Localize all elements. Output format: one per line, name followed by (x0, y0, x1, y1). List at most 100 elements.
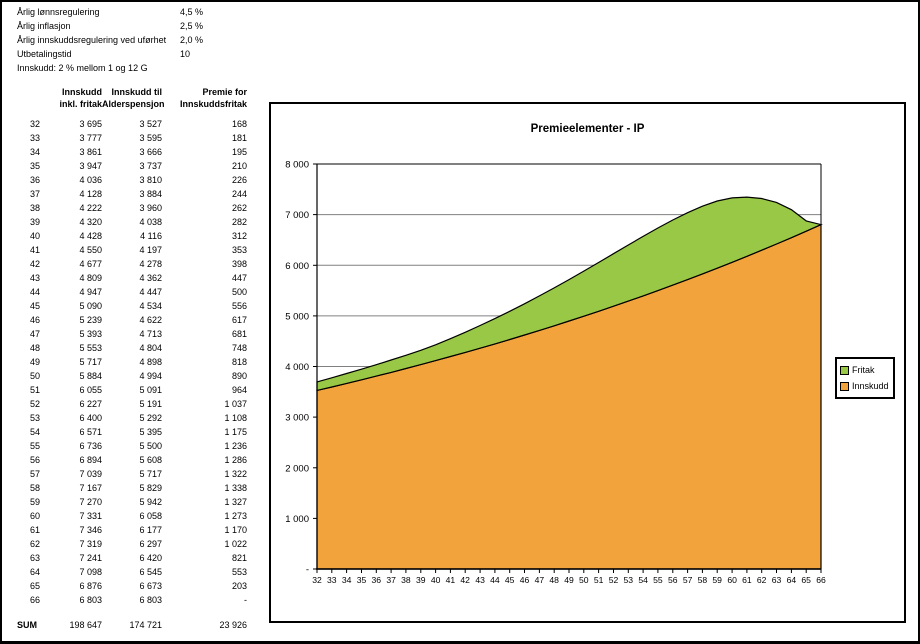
table-cell: 244 (231, 189, 247, 199)
sum-label: SUM (17, 620, 37, 630)
table-body: 32 3 695 3 527 168 33 3 777 3 595 181 34 3 861 3 6… (2, 117, 247, 607)
svg-text:1 000: 1 000 (285, 514, 309, 525)
table-cell: 3 947 (79, 161, 102, 171)
table-cell: 47 (29, 329, 40, 339)
svg-text:46: 46 (520, 575, 530, 585)
svg-text:63: 63 (772, 575, 782, 585)
table-cell: 64 (29, 567, 40, 577)
table-cell: 3 810 (139, 175, 162, 185)
table-row: 65 6 876 6 673 203 (2, 579, 247, 593)
table-cell: 6 876 (79, 581, 102, 591)
sum-innskudd-til-alderspensjon: 174 721 (129, 620, 162, 630)
table-cell: 3 884 (139, 189, 162, 199)
table-cell: 3 777 (79, 133, 102, 143)
table-row: 49 5 717 4 898 818 (2, 355, 247, 369)
svg-text:37: 37 (386, 575, 396, 585)
table-cell: 1 170 (224, 525, 247, 535)
table-cell: 210 (231, 161, 247, 171)
svg-text:53: 53 (624, 575, 634, 585)
svg-text:40: 40 (431, 575, 441, 585)
table-cell: 32 (29, 119, 40, 129)
table-cell: 7 346 (79, 525, 102, 535)
table-row: 43 4 809 4 362 447 (2, 271, 247, 285)
table-cell: 447 (231, 273, 247, 283)
table-cell: 4 222 (79, 203, 102, 213)
table-cell: 1 037 (224, 399, 247, 409)
table-cell: 34 (29, 147, 40, 157)
parameter-label: Utbetalingstid (17, 49, 72, 59)
parameter-label: Årlig innskuddsregulering ved uførhet (17, 35, 167, 45)
table-cell: 56 (29, 455, 40, 465)
innskudd-swatch-icon (840, 381, 849, 391)
table-cell: 4 362 (139, 273, 162, 283)
parameter-label: Årlig inflasjon (17, 21, 71, 31)
svg-text:43: 43 (475, 575, 485, 585)
table-cell: 7 319 (79, 539, 102, 549)
svg-text:42: 42 (460, 575, 470, 585)
table-cell: 60 (29, 511, 40, 521)
table-row: 36 4 036 3 810 226 (2, 173, 247, 187)
table-row: 34 3 861 3 666 195 (2, 145, 247, 159)
table-row: 51 6 055 5 091 964 (2, 383, 247, 397)
table-cell: 5 090 (79, 301, 102, 311)
table-row: 53 6 400 5 292 1 108 (2, 411, 247, 425)
svg-text:32: 32 (312, 575, 322, 585)
table-cell: 282 (231, 217, 247, 227)
table-row: 45 5 090 4 534 556 (2, 299, 247, 313)
table-cell: 262 (231, 203, 247, 213)
table-cell: 1 022 (224, 539, 247, 549)
table-cell: 748 (231, 343, 247, 353)
table-cell: 36 (29, 175, 40, 185)
table-cell: 43 (29, 273, 40, 283)
table-cell: 53 (29, 413, 40, 423)
svg-text:58: 58 (698, 575, 708, 585)
table-row: 39 4 320 4 038 282 (2, 215, 247, 229)
table-cell: 553 (231, 567, 247, 577)
table-cell: 1 108 (224, 413, 247, 423)
parameter-value (180, 61, 240, 75)
svg-text:51: 51 (594, 575, 604, 585)
table-row: 41 4 550 4 197 353 (2, 243, 247, 257)
table-cell: 6 055 (79, 385, 102, 395)
table-cell: 4 898 (139, 357, 162, 367)
parameter-row: Årlig innskuddsregulering ved uførhet 2,… (17, 33, 240, 47)
parameter-value: 2,5 % (180, 21, 204, 31)
table-cell: 203 (231, 581, 247, 591)
table-row: 64 7 098 6 545 553 (2, 565, 247, 579)
table-cell: 5 191 (139, 399, 162, 409)
table-cell: 48 (29, 343, 40, 353)
table-row: 37 4 128 3 884 244 (2, 187, 247, 201)
table-cell: 818 (231, 357, 247, 367)
svg-text:65: 65 (801, 575, 811, 585)
svg-text:61: 61 (742, 575, 752, 585)
table-row: 46 5 239 4 622 617 (2, 313, 247, 327)
table-cell: 6 400 (79, 413, 102, 423)
table-cell: 38 (29, 203, 40, 213)
table-cell: 7 241 (79, 553, 102, 563)
table-cell: 681 (231, 329, 247, 339)
chart-legend: Fritak Innskudd (835, 357, 895, 399)
parameter-value: 10 (180, 49, 191, 59)
fritak-swatch-icon (840, 365, 849, 375)
table-header-premie-for-innskuddsfritak: Premie for Innskuddsfritak (179, 87, 247, 109)
table-cell: - (244, 595, 247, 605)
svg-text:56: 56 (668, 575, 678, 585)
table-row: 42 4 677 4 278 398 (2, 257, 247, 271)
table-cell: 4 116 (140, 231, 162, 241)
parameter-value: 4,5 % (180, 7, 204, 17)
table-cell: 7 039 (79, 469, 102, 479)
svg-text:48: 48 (549, 575, 559, 585)
table-row: 50 5 884 4 994 890 (2, 369, 247, 383)
table-cell: 61 (29, 525, 40, 535)
table-cell: 33 (29, 133, 40, 143)
table-cell: 5 942 (139, 497, 162, 507)
table-cell: 6 571 (79, 427, 102, 437)
table-cell: 964 (231, 385, 247, 395)
table-cell: 5 608 (139, 455, 162, 465)
table-row: 61 7 346 6 177 1 170 (2, 523, 247, 537)
area-chart: - 1 000 2 000 3 000 4 000 5 000 6 000 7 000 8 00… (285, 160, 826, 586)
table-cell: 4 038 (139, 217, 162, 227)
table-cell: 5 239 (79, 315, 102, 325)
table-cell: 55 (29, 441, 40, 451)
table-row: 57 7 039 5 717 1 322 (2, 467, 247, 481)
